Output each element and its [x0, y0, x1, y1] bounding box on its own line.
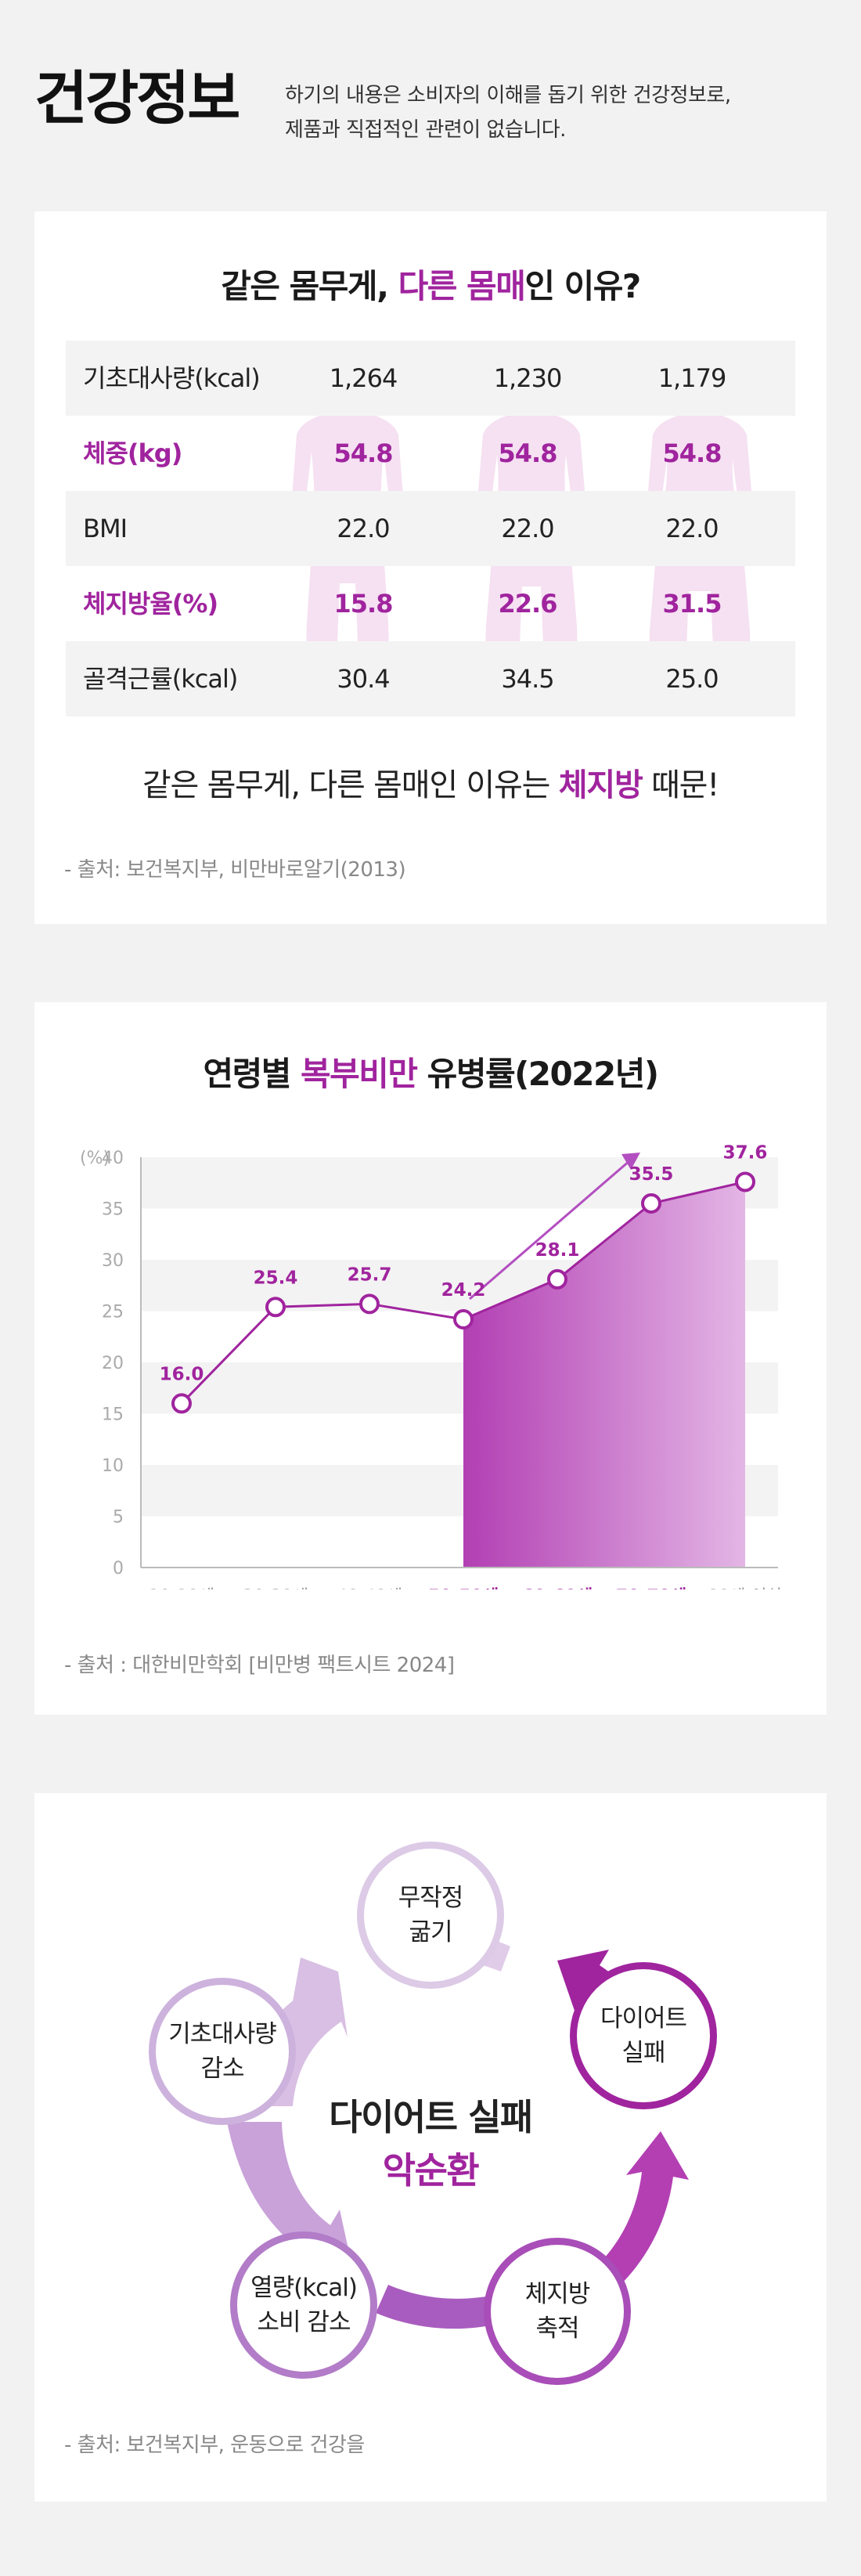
body-composition-card: 같은 몸무게, 다른 몸매인 이유? 기초대사량(kcal) 1,264 1,2…: [34, 211, 827, 924]
data-point: [171, 1393, 192, 1414]
data-label: 24.2: [441, 1280, 486, 1301]
section1-conclusion: 같은 몸무게, 다른 몸매인 이유는 체지방 때문!: [142, 767, 719, 803]
header-desc-line1: 하기의 내용은 소비자의 이해를 돕기 위한 건강정보로,: [285, 84, 731, 107]
y-tick-label: 0: [113, 1559, 124, 1578]
table-cell: 15.8: [333, 589, 394, 619]
table-cell: 54.8: [662, 438, 722, 468]
y-tick-label: 25: [102, 1303, 124, 1322]
y-tick-label: 30: [102, 1251, 124, 1271]
table-cell: 22.0: [665, 514, 719, 543]
y-tick-label: 15: [102, 1405, 124, 1425]
row-label-muscle: 골격근률(kcal): [83, 664, 238, 694]
data-point: [359, 1293, 380, 1315]
data-label: 25.7: [348, 1265, 392, 1285]
x-tick-label: 20-29세: [149, 1587, 214, 1589]
row-label-body-fat: 체지방율(%): [83, 589, 218, 619]
cycle-center-title: 다이어트 실패: [329, 2096, 533, 2138]
row-label-bmr: 기초대사량(kcal): [83, 363, 261, 393]
x-tick-label: 40-49세: [337, 1587, 402, 1589]
y-tick-label: 40: [102, 1149, 124, 1168]
cycle-arrow-icon: [592, 2131, 689, 2296]
page-header: 건강정보 하기의 내용은 소비자의 이해를 돕기 위한 건강정보로, 제품과 직…: [34, 61, 825, 155]
table-cell: 34.5: [501, 664, 554, 694]
header-description: 하기의 내용은 소비자의 이해를 돕기 위한 건강정보로, 제품과 직접적인 관…: [285, 78, 731, 147]
row-label-bmi: BMI: [83, 514, 128, 543]
table-cell: 22.0: [337, 514, 390, 543]
table-cell: 54.8: [498, 438, 558, 468]
diet-failure-cycle-card: 무작정 굶기 다이어트 실패 체지방 축적 열량(kcal) 소비 감소 기초대…: [34, 1793, 827, 2502]
y-tick-label: 20: [102, 1354, 124, 1373]
cycle-node-diet-failure: 다이어트 실패: [570, 1962, 717, 2109]
table-cell: 30.4: [337, 664, 390, 694]
header-desc-line2: 제품과 직접적인 관련이 없습니다.: [285, 118, 566, 142]
table-row: 체지방율(%) 15.8 22.6 31.5: [66, 566, 795, 641]
y-tick-label: 35: [102, 1200, 124, 1220]
trend-arrowhead-icon: [621, 1153, 640, 1170]
table-row: 기초대사량(kcal) 1,264 1,230 1,179: [66, 341, 795, 416]
cycle-node-bmr-decrease: 기초대사량 감소: [149, 1978, 296, 2125]
x-tick-label: 60-69세: [522, 1587, 593, 1589]
table-cell: 25.0: [665, 664, 719, 694]
data-point: [265, 1297, 286, 1318]
data-point: [641, 1192, 661, 1214]
data-point: [735, 1171, 755, 1192]
x-tick-label: 50-59세: [428, 1587, 499, 1589]
section3-source: - 출처: 보건복지부, 운동으로 건강을: [64, 2433, 365, 2457]
obesity-line-chart: 0 5 10 15 20 25 30 35 40(%) 20-29세 30-39세 40-49세 50-…: [80, 1142, 783, 1589]
data-point: [453, 1308, 474, 1329]
data-label: 25.4: [254, 1268, 298, 1288]
cycle-center-subtitle: 악순환: [382, 2149, 480, 2192]
highlight-area: [463, 1182, 745, 1568]
table-cell: 54.8: [333, 438, 394, 468]
section2-source: - 출처 : 대한비만학회 [비만병 팩트시트 2024]: [64, 1654, 455, 1677]
y-tick-label: 10: [102, 1456, 124, 1476]
data-label: 35.5: [629, 1164, 674, 1185]
x-tick-label: 70-79세: [616, 1587, 687, 1589]
page-title: 건강정보: [34, 65, 240, 132]
table-row: BMI 22.0 22.0 22.0: [66, 491, 795, 566]
cycle-node-starving: 무작정 굶기: [357, 1842, 504, 1989]
table-cell: 1,179: [657, 363, 727, 393]
cycle-node-fat-accumulation: 체지방 축적: [484, 2238, 631, 2385]
abdominal-obesity-card: 연령별 복부비만 유병률(2022년) 0 5 10 15 20 25 30 35 40(%) 2…: [34, 1002, 827, 1715]
y-axis-unit-label: (%): [80, 1149, 110, 1168]
section2-title: 연령별 복부비만 유병률(2022년): [203, 1055, 659, 1093]
x-tick-label: 80세 이상: [708, 1587, 783, 1589]
table-cell: 22.6: [498, 589, 558, 619]
table-cell: 1,230: [493, 363, 563, 393]
row-label-weight: 체중(kg): [83, 438, 182, 468]
data-point: [547, 1268, 567, 1290]
data-label: 28.1: [535, 1240, 580, 1261]
cycle-node-calorie-reduction: 열량(kcal) 소비 감소: [230, 2231, 377, 2379]
data-label: 37.6: [723, 1142, 768, 1163]
table-row: 골격근률(kcal) 30.4 34.5 25.0: [66, 641, 795, 716]
table-cell: 22.0: [501, 514, 554, 543]
section1-title: 같은 몸무게, 다른 몸매인 이유?: [221, 267, 641, 305]
section1-source: - 출처: 보건복지부, 비만바로알기(2013): [64, 858, 406, 882]
table-cell: 1,264: [329, 363, 398, 393]
data-label: 16.0: [160, 1364, 204, 1384]
x-tick-label: 30-39세: [243, 1587, 308, 1589]
trend-arrow-line: [469, 1154, 636, 1301]
table-row: 체중(kg) 54.8 54.8 54.8: [66, 416, 795, 491]
table-cell: 31.5: [662, 589, 722, 619]
y-tick-label: 5: [113, 1508, 124, 1528]
